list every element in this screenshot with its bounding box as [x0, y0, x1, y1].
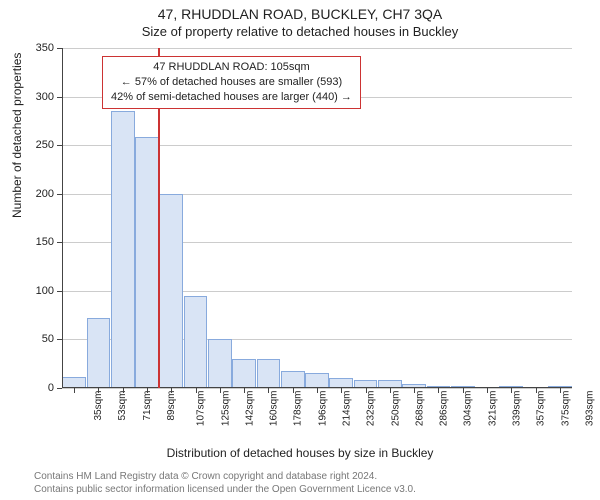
- x-tick-label: 160sqm: [269, 391, 280, 427]
- page-subtitle: Size of property relative to detached ho…: [0, 22, 600, 39]
- y-tick-label: 150: [14, 236, 54, 248]
- x-tick-label: 107sqm: [196, 391, 207, 427]
- x-tick-mark: [268, 388, 269, 393]
- x-tick-label: 196sqm: [317, 391, 328, 427]
- y-tick-label: 200: [14, 188, 54, 200]
- y-axis: [62, 48, 63, 388]
- x-axis-label: Distribution of detached houses by size …: [0, 446, 600, 460]
- x-tick-label: 304sqm: [463, 391, 474, 427]
- grid-line: [62, 48, 572, 49]
- x-tick-mark: [98, 388, 99, 393]
- x-tick-label: 339sqm: [512, 391, 523, 427]
- info-box-line: 42% of semi-detached houses are larger (…: [111, 90, 352, 105]
- histogram-bar: [159, 194, 183, 388]
- histogram-bar: [111, 111, 135, 388]
- x-tick-mark: [196, 388, 197, 393]
- y-tick-label: 300: [14, 91, 54, 103]
- x-tick-mark: [438, 388, 439, 393]
- footer-line-2: Contains public sector information licen…: [34, 483, 416, 496]
- footer-line-1: Contains HM Land Registry data © Crown c…: [34, 470, 416, 483]
- x-tick-mark: [366, 388, 367, 393]
- x-tick-label: 214sqm: [342, 391, 353, 427]
- histogram-bar: [281, 371, 305, 388]
- x-tick-mark: [341, 388, 342, 393]
- histogram-bar: [257, 359, 281, 388]
- info-box-line: ← 57% of detached houses are smaller (59…: [111, 75, 352, 90]
- x-tick-label: 71sqm: [142, 391, 153, 421]
- histogram-bar: [135, 137, 159, 388]
- x-tick-mark: [487, 388, 488, 393]
- x-tick-label: 35sqm: [93, 391, 104, 421]
- page-title: 47, RHUDDLAN ROAD, BUCKLEY, CH7 3QA: [0, 0, 600, 22]
- y-tick-mark: [57, 388, 62, 389]
- x-tick-mark: [317, 388, 318, 393]
- x-tick-mark: [244, 388, 245, 393]
- x-tick-label: 286sqm: [439, 391, 450, 427]
- histogram-bar: [208, 339, 232, 388]
- y-tick-label: 100: [14, 285, 54, 297]
- histogram-bar: [184, 296, 208, 388]
- footer-attribution: Contains HM Land Registry data © Crown c…: [34, 470, 416, 496]
- x-tick-label: 53sqm: [117, 391, 128, 421]
- histogram-bar: [305, 373, 329, 388]
- x-tick-label: 232sqm: [366, 391, 377, 427]
- x-tick-mark: [293, 388, 294, 393]
- plot-region: 35sqm53sqm71sqm89sqm107sqm125sqm142sqm16…: [62, 48, 572, 388]
- x-tick-mark: [536, 388, 537, 393]
- x-axis: [62, 387, 572, 388]
- x-tick-mark: [414, 388, 415, 393]
- x-tick-mark: [220, 388, 221, 393]
- histogram-bar: [87, 318, 111, 388]
- x-tick-label: 142sqm: [244, 391, 255, 427]
- chart-container: 47, RHUDDLAN ROAD, BUCKLEY, CH7 3QA Size…: [0, 0, 600, 500]
- x-tick-label: 178sqm: [293, 391, 304, 427]
- info-box-line: 47 RHUDDLAN ROAD: 105sqm: [111, 60, 352, 75]
- x-tick-label: 250sqm: [390, 391, 401, 427]
- info-box: 47 RHUDDLAN ROAD: 105sqm← 57% of detache…: [102, 56, 361, 109]
- x-tick-mark: [74, 388, 75, 393]
- x-tick-label: 393sqm: [584, 391, 595, 427]
- x-tick-label: 89sqm: [166, 391, 177, 421]
- y-tick-label: 250: [14, 139, 54, 151]
- x-tick-label: 268sqm: [414, 391, 425, 427]
- x-tick-label: 357sqm: [536, 391, 547, 427]
- y-tick-label: 350: [14, 42, 54, 54]
- x-tick-label: 321sqm: [487, 391, 498, 427]
- y-tick-label: 50: [14, 333, 54, 345]
- x-tick-mark: [390, 388, 391, 393]
- x-tick-label: 375sqm: [560, 391, 571, 427]
- x-tick-mark: [171, 388, 172, 393]
- x-tick-mark: [147, 388, 148, 393]
- x-tick-label: 125sqm: [220, 391, 231, 427]
- x-tick-mark: [560, 388, 561, 393]
- histogram-bar: [232, 359, 256, 388]
- y-tick-label: 0: [14, 382, 54, 394]
- x-tick-mark: [511, 388, 512, 393]
- chart-area: 35sqm53sqm71sqm89sqm107sqm125sqm142sqm16…: [62, 48, 572, 388]
- x-tick-mark: [123, 388, 124, 393]
- x-tick-mark: [463, 388, 464, 393]
